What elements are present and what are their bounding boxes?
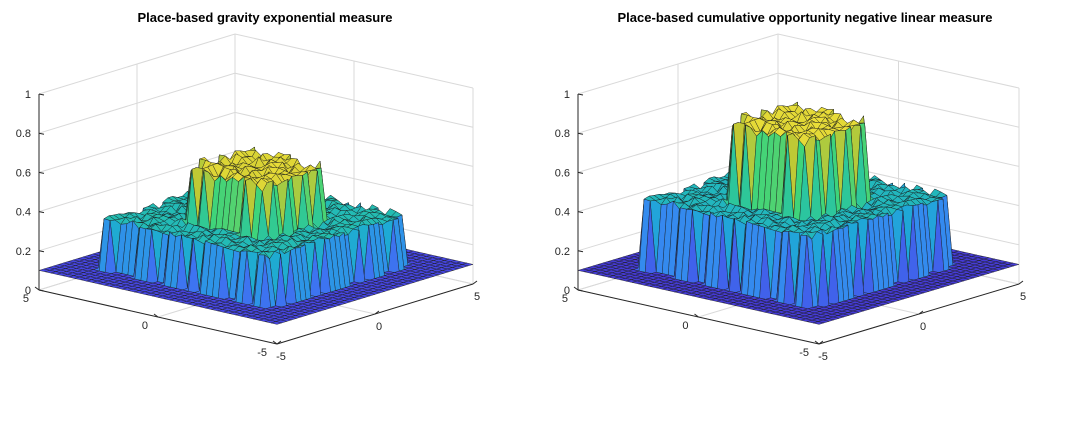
y-tick xyxy=(153,313,159,318)
x-tick xyxy=(472,280,478,285)
y-tick xyxy=(814,340,820,345)
axes: 00.20.40.60.81-505-505 xyxy=(555,89,1026,363)
grid-line xyxy=(38,72,474,134)
y-tick xyxy=(694,313,699,318)
z-tick-label: 0.8 xyxy=(16,128,31,140)
y-tick xyxy=(34,286,40,291)
x-tick xyxy=(276,340,282,345)
y-tick xyxy=(573,286,579,291)
z-tick-label: 0.6 xyxy=(555,167,570,179)
surface xyxy=(38,146,474,325)
x-tick xyxy=(918,310,924,315)
z-tick xyxy=(577,93,584,96)
surface-patch xyxy=(270,321,283,325)
x-tick-label: -5 xyxy=(276,351,286,363)
x-tick-label: 5 xyxy=(474,291,480,303)
z-tick-label: 0.2 xyxy=(555,246,570,258)
chart-title: Place-based cumulative opportunity negat… xyxy=(618,10,993,25)
y-tick xyxy=(272,340,278,345)
z-tick xyxy=(38,211,45,214)
y-tick-label: 0 xyxy=(142,320,148,332)
x-tick-label: -5 xyxy=(818,351,828,363)
z-tick-label: 0.6 xyxy=(16,167,31,179)
surface-panel-right: Place-based cumulative opportunity negat… xyxy=(555,10,1026,363)
z-tick xyxy=(577,250,584,253)
z-tick xyxy=(577,211,584,214)
grid-line xyxy=(577,33,1020,95)
z-tick xyxy=(577,132,584,135)
z-tick-label: 0.2 xyxy=(16,246,31,258)
y-tick-label: 5 xyxy=(562,293,568,305)
x-tick xyxy=(1018,280,1024,285)
y-tick-label: 5 xyxy=(23,293,29,305)
x-tick-label: 5 xyxy=(1020,291,1026,303)
z-tick-label: 0 xyxy=(25,285,31,297)
z-tick xyxy=(38,171,45,174)
x-tick xyxy=(818,340,824,345)
surface-panel-left: Place-based gravity exponential measure … xyxy=(16,10,480,363)
z-tick xyxy=(38,250,45,253)
z-tick xyxy=(38,93,45,96)
surface xyxy=(577,101,1020,325)
z-tick-label: 0 xyxy=(564,285,570,297)
axes: 00.20.40.60.81-505-505 xyxy=(16,89,480,363)
z-tick-label: 0.4 xyxy=(16,207,31,219)
grid-line xyxy=(38,33,474,95)
y-tick-label: -5 xyxy=(257,347,267,359)
z-tick xyxy=(577,171,584,174)
x-tick xyxy=(374,310,380,315)
x-tick-label: 0 xyxy=(920,321,926,333)
z-tick-label: 0.8 xyxy=(555,128,570,140)
y-tick-label: 0 xyxy=(682,320,688,332)
y-tick-label: -5 xyxy=(799,347,809,359)
chart-title: Place-based gravity exponential measure xyxy=(137,10,392,25)
x-tick-label: 0 xyxy=(376,321,382,333)
z-tick-label: 0.4 xyxy=(555,207,570,219)
surface-patch xyxy=(812,321,825,325)
z-tick xyxy=(38,132,45,135)
z-tick-label: 1 xyxy=(25,89,31,101)
z-tick-label: 1 xyxy=(564,89,570,101)
